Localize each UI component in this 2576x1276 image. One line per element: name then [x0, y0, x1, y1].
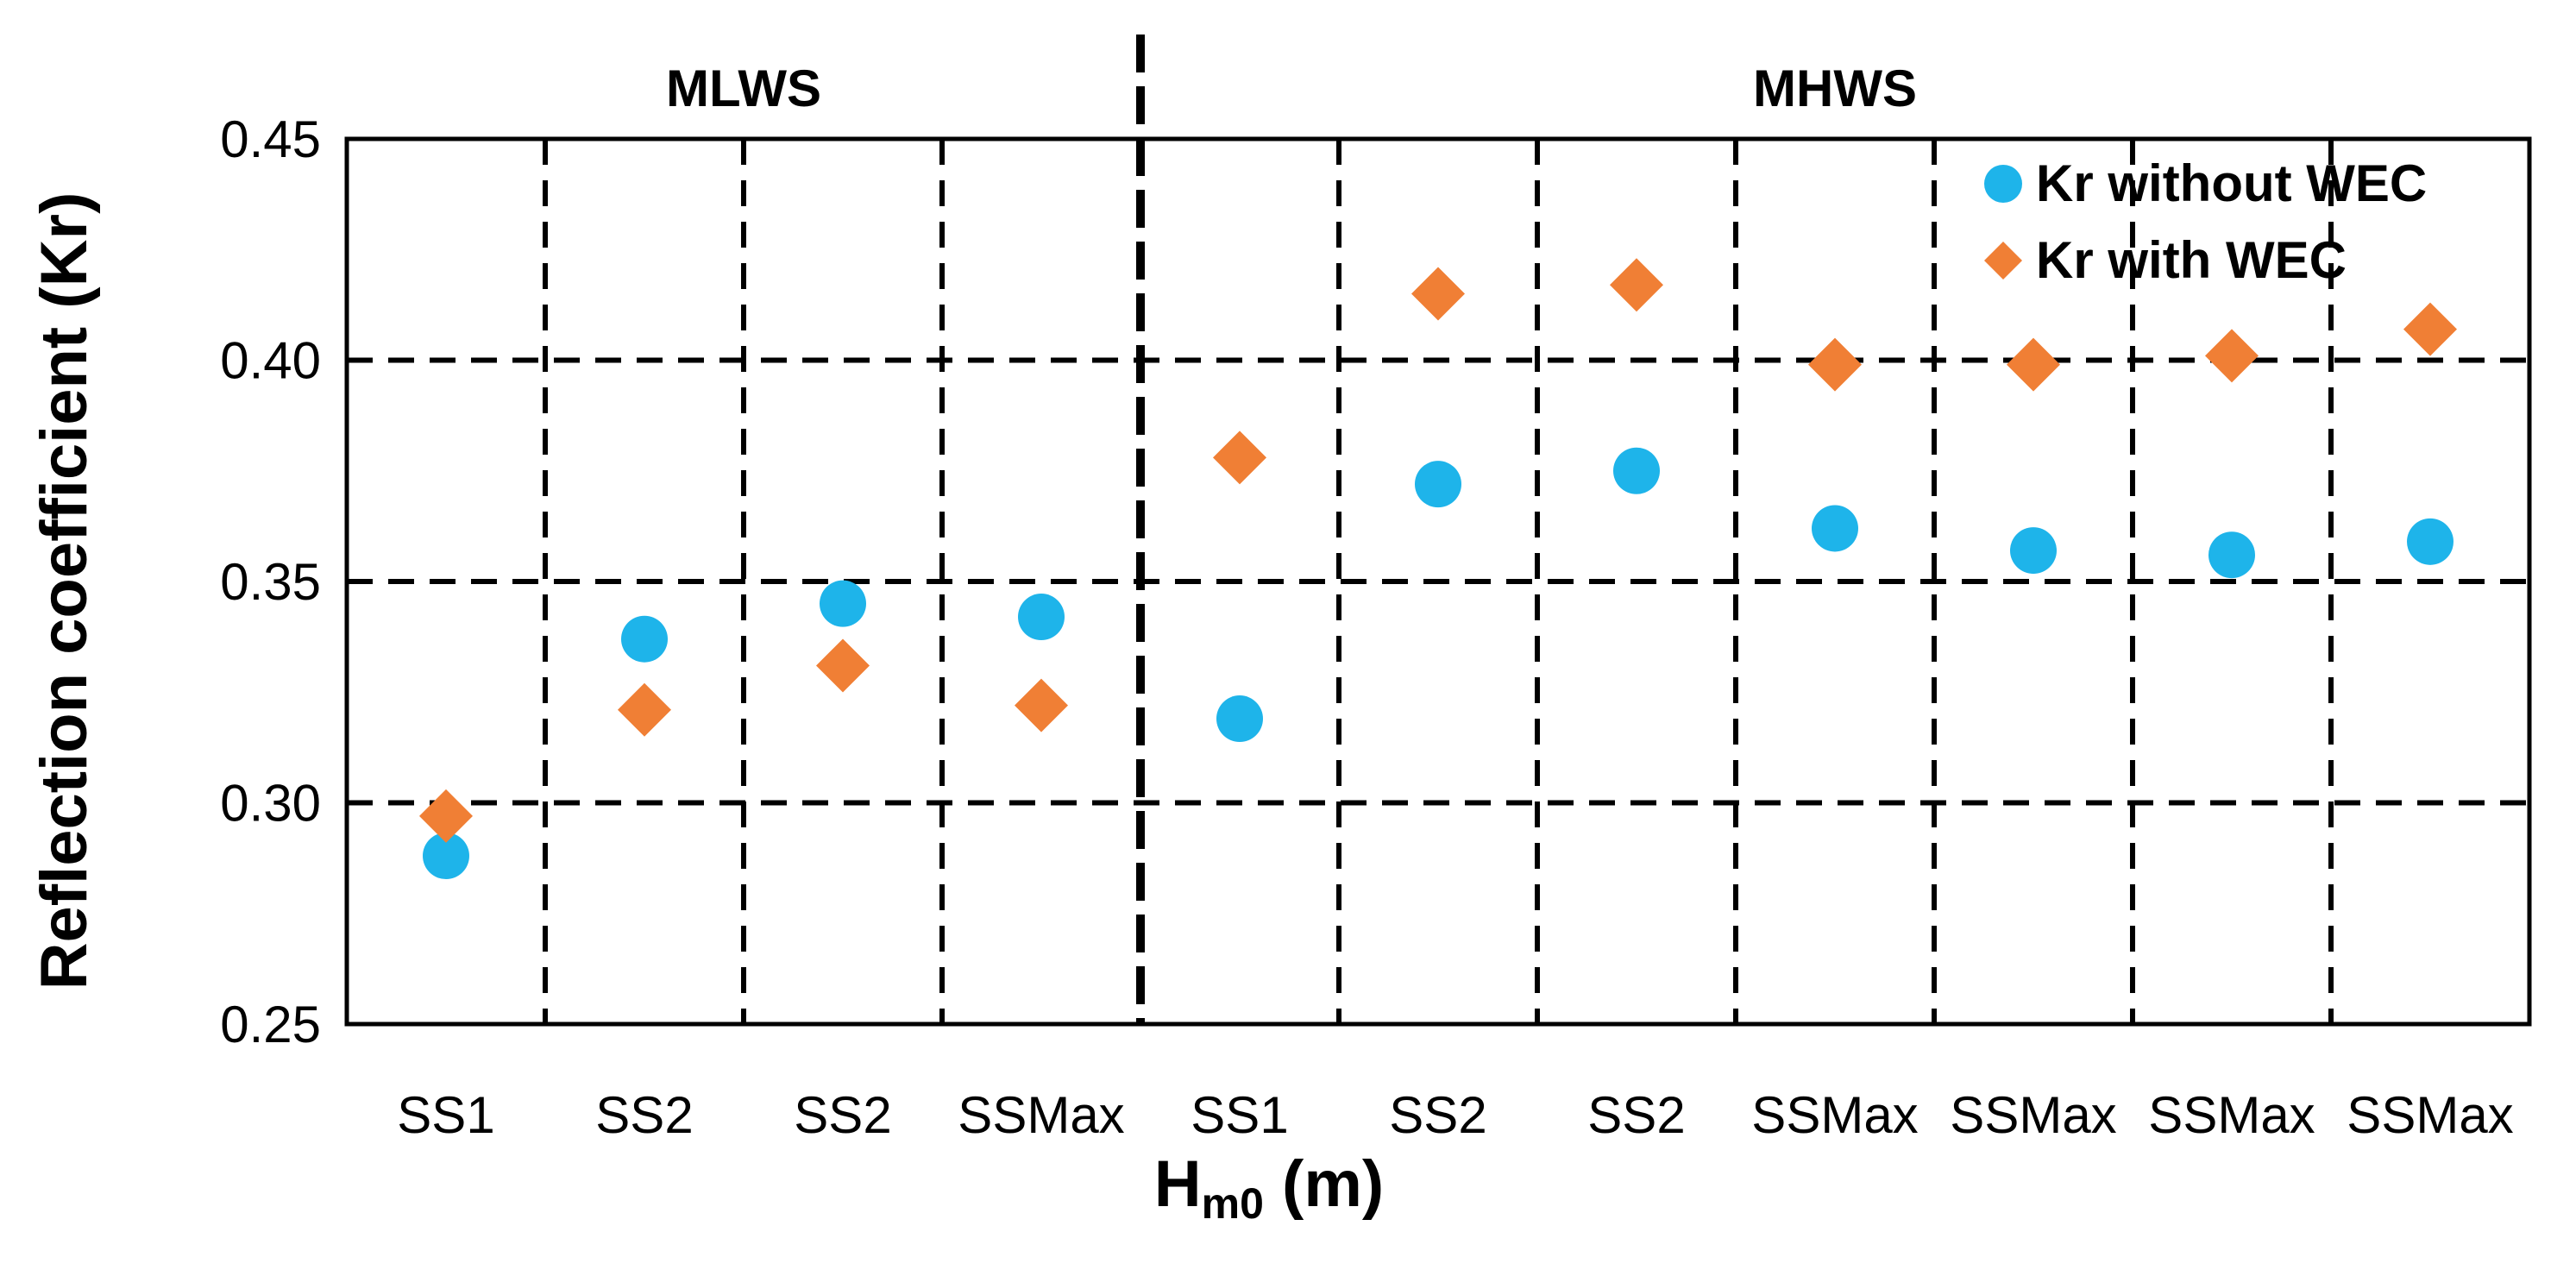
y-tick-label: 0.35: [220, 553, 321, 611]
point-with-wec: [2205, 329, 2259, 383]
point-without-wec: [1018, 594, 1065, 641]
x-tick-label: SS2: [595, 1086, 693, 1144]
y-tick-label: 0.40: [220, 332, 321, 390]
x-axis-title-unit: (m): [1264, 1147, 1384, 1221]
x-tick-label: SSMax: [1950, 1086, 2116, 1144]
point-without-wec: [2010, 527, 2057, 575]
plot-area-frame: [344, 136, 2532, 1027]
group-labels: MLWS MHWS: [666, 60, 1917, 117]
point-without-wec: [423, 833, 469, 880]
data-markers: [419, 258, 2457, 880]
point-without-wec: [621, 615, 668, 663]
x-tick-label: SS1: [397, 1086, 494, 1144]
point-with-wec: [1015, 678, 1068, 732]
legend-circle-marker: [1984, 165, 2022, 203]
point-with-wec: [1411, 267, 1465, 321]
point-with-wec: [2007, 337, 2060, 392]
point-without-wec: [2208, 531, 2255, 579]
point-with-wec: [1213, 431, 1266, 485]
x-tick-label: SSMax: [1751, 1086, 1918, 1144]
x-tick-label: SSMax: [958, 1086, 1124, 1144]
x-tick-label: SSMax: [2148, 1086, 2315, 1144]
point-with-wec: [1808, 337, 1862, 392]
x-axis-title: Hm0 (m): [1154, 1147, 1384, 1228]
y-tick-label: 0.30: [220, 775, 321, 833]
point-without-wec: [1415, 461, 1461, 508]
group-label-mhws: MHWS: [1753, 60, 1917, 117]
x-tick-labels: SS1 SS2 SS2 SSMax SS1 SS2 SS2 SSMax SSMax SSMax SS…: [397, 1086, 2513, 1144]
x-tick-label: SS2: [794, 1086, 891, 1144]
point-without-wec: [1216, 695, 1263, 743]
x-tick-label: SS1: [1191, 1086, 1288, 1144]
point-without-wec: [2407, 518, 2453, 565]
y-tick-labels: 0.25 0.30 0.35 0.40 0.45: [220, 110, 321, 1053]
point-without-wec: [1812, 505, 1858, 552]
x-tick-label: SS2: [1389, 1086, 1486, 1144]
y-tick-label: 0.25: [220, 996, 321, 1053]
legend-label-without-wec: Kr without WEC: [2036, 154, 2427, 212]
legend: Kr without WEC Kr with WEC: [1984, 154, 2427, 289]
point-with-wec: [2403, 302, 2457, 356]
x-tick-label: SSMax: [2347, 1086, 2513, 1144]
point-with-wec: [1610, 258, 1663, 312]
point-without-wec: [820, 580, 866, 627]
legend-diamond-marker: [1984, 242, 2022, 280]
gridlines: [347, 139, 2529, 1024]
group-label-mlws: MLWS: [666, 60, 821, 117]
y-axis-title: Reflection coefficient (Kr): [28, 192, 101, 990]
point-without-wec: [1613, 447, 1660, 494]
legend-label-with-wec: Kr with WEC: [2036, 231, 2347, 289]
y-tick-label: 0.45: [220, 110, 321, 168]
x-axis-title-main: H: [1154, 1147, 1202, 1221]
point-with-wec: [816, 638, 870, 693]
x-tick-label: SS2: [1587, 1086, 1685, 1144]
x-axis-title-subscript: m0: [1202, 1179, 1264, 1228]
point-with-wec: [618, 682, 671, 737]
point-with-wec: [419, 789, 473, 843]
